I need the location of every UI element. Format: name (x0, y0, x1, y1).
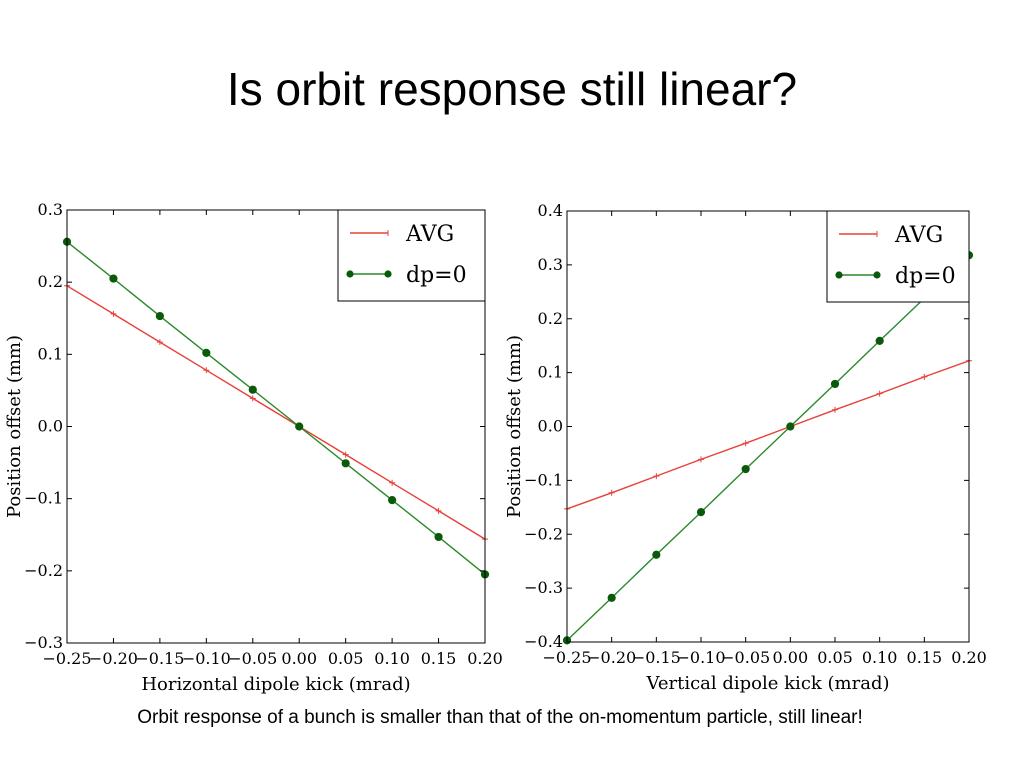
x-tick-label: 0.10 (374, 649, 410, 668)
y-tick-label: 0.0 (538, 417, 563, 436)
x-tick-label: 0.00 (773, 648, 809, 667)
legend-label-dp-0: dp=0 (406, 263, 467, 288)
x-tick-label: −0.05 (228, 649, 277, 668)
y-tick-label: 0.2 (38, 272, 63, 291)
legend-marker-dp-0 (835, 271, 843, 279)
data-point-dp-0 (741, 464, 750, 474)
x-tick-label: −0.10 (182, 649, 231, 668)
data-point-avg (832, 406, 838, 413)
data-point-dp-0 (109, 274, 118, 283)
data-point-avg (608, 489, 615, 496)
x-tick-label: 0.15 (907, 648, 943, 667)
slide-caption: Orbit response of a bunch is smaller tha… (137, 707, 863, 728)
y-tick-label: 0.2 (538, 309, 563, 328)
data-point-dp-0 (875, 336, 884, 345)
data-point-dp-0 (295, 422, 304, 431)
x-tick-label: 0.15 (421, 649, 457, 668)
x-tick-label: −0.25 (42, 649, 91, 668)
data-point-dp-0 (248, 385, 257, 394)
legend-box (826, 210, 970, 303)
legend-label-avg: AVG (405, 222, 454, 247)
y-tick-label: −0.1 (24, 489, 63, 508)
y-tick-label: −0.1 (524, 470, 563, 489)
x-tick-label: 0.05 (817, 648, 853, 667)
x-tick-label: 0.10 (862, 648, 898, 667)
legend-marker-dp-0 (384, 270, 392, 278)
x-tick-label: 0.20 (467, 649, 503, 668)
series-line-avg (67, 285, 485, 540)
data-point-avg (389, 479, 396, 486)
y-tick-label: 0.3 (38, 200, 63, 219)
legend-box (337, 209, 486, 302)
x-tick-label: 0.20 (951, 648, 987, 667)
horizontal-kick-chart: −0.25−0.20−0.15−0.10−0.05 0.00 0.05 0.10 0.1… (4, 200, 503, 695)
data-point-dp-0 (786, 422, 795, 431)
y-tick-label: 0.1 (538, 363, 563, 382)
series-line-dp-0 (567, 254, 969, 641)
x-tick-label: −0.25 (542, 648, 591, 667)
y-tick-label: −0.4 (524, 632, 563, 651)
vertical-kick-chart: −0.25−0.20−0.15−0.10−0.05 0.00 0.05 0.10 0.1… (504, 201, 987, 694)
data-point-dp-0 (155, 311, 164, 321)
data-point-avg (435, 507, 442, 514)
y-tick-label: 0.3 (538, 255, 563, 274)
y-tick-label: 0.4 (538, 201, 563, 220)
data-point-dp-0 (830, 379, 840, 389)
data-point-avg (876, 390, 883, 397)
data-point-dp-0 (388, 496, 397, 505)
legend-label-avg: AVG (894, 223, 943, 248)
y-tick-label: −0.3 (24, 633, 63, 652)
x-tick-label: −0.20 (587, 648, 636, 667)
data-point-dp-0 (607, 593, 616, 602)
legend-label-dp-0: dp=0 (895, 264, 956, 289)
x-tick-label: −0.20 (89, 649, 138, 668)
x-axis-label: Vertical dipole kick (mrad) (646, 673, 890, 694)
x-tick-label: 0.00 (281, 649, 317, 668)
data-point-dp-0 (202, 348, 211, 357)
x-tick-label: −0.10 (676, 648, 725, 667)
data-point-dp-0 (434, 532, 443, 542)
legend-marker-dp-0 (346, 270, 354, 278)
x-tick-label: −0.15 (135, 649, 184, 668)
y-tick-label: −0.2 (524, 524, 563, 543)
y-axis-label: Position offset (mm) (4, 335, 25, 518)
x-tick-label: −0.05 (721, 648, 770, 667)
data-point-dp-0 (652, 550, 661, 559)
data-point-avg (342, 451, 349, 458)
data-point-avg (653, 473, 660, 480)
data-point-avg (742, 440, 749, 447)
y-tick-label: 0.1 (38, 344, 63, 363)
data-point-avg (156, 339, 163, 346)
data-point-avg (698, 456, 704, 463)
data-point-dp-0 (341, 459, 350, 468)
data-point-avg (249, 395, 256, 402)
data-point-avg (921, 373, 928, 380)
series-line-dp-0 (67, 241, 485, 575)
slide-title: Is orbit response still linear? (226, 63, 798, 115)
y-tick-label: −0.2 (24, 561, 63, 580)
y-tick-label: 0.0 (38, 417, 63, 436)
data-point-dp-0 (696, 508, 706, 517)
y-tick-label: −0.3 (524, 578, 563, 597)
legend-marker-dp-0 (873, 271, 881, 279)
x-axis-label: Horizontal dipole kick (mrad) (141, 674, 410, 695)
series-line-avg (567, 360, 969, 510)
y-axis-label: Position offset (mm) (504, 335, 525, 518)
data-point-avg (203, 367, 210, 374)
data-point-avg (110, 310, 117, 317)
x-tick-label: −0.15 (632, 648, 681, 667)
x-tick-label: 0.05 (328, 649, 364, 668)
